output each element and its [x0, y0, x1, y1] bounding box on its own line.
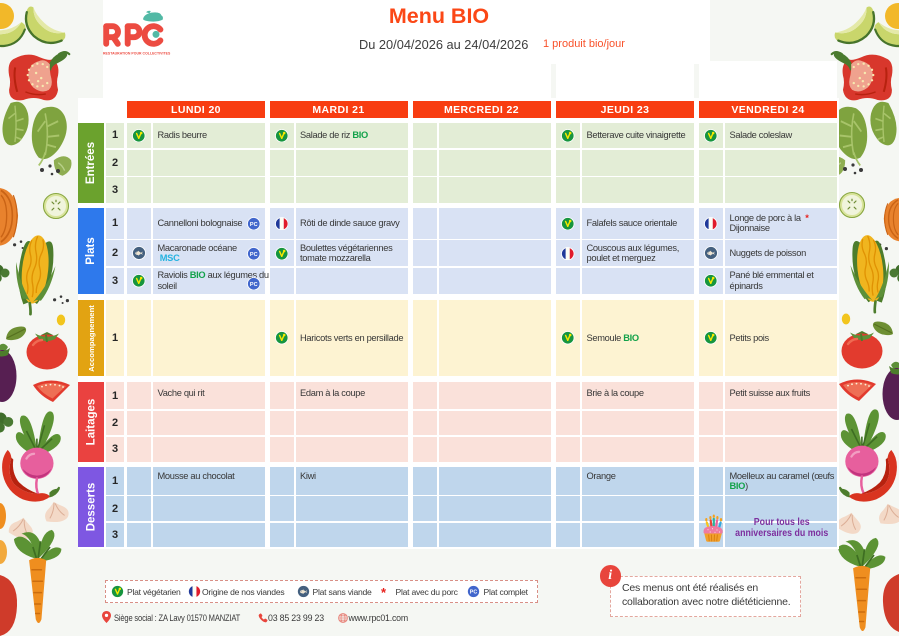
svg-text:PC: PC [249, 282, 257, 288]
svg-text:PC: PC [249, 252, 257, 258]
svg-text:PC: PC [470, 590, 478, 596]
svg-text:RESTAURATION POUR COLLECTIVITE: RESTAURATION POUR COLLECTIVITES [103, 52, 171, 56]
svg-text:PC: PC [249, 222, 257, 228]
